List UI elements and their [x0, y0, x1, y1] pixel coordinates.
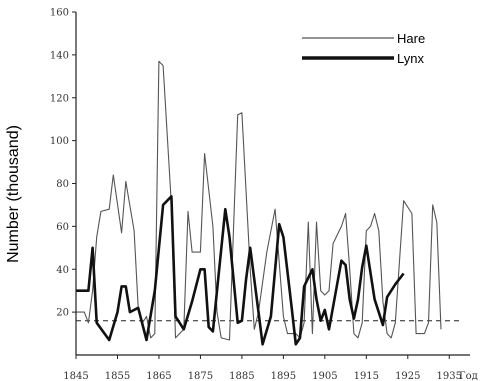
y-tick-label: 60: [56, 222, 69, 233]
plot-area: [76, 60, 462, 346]
legend-label-lynx: Lynx: [397, 51, 424, 66]
y-tick-label: 100: [50, 136, 69, 147]
legend-label-hare: Hare: [397, 31, 425, 46]
x-tick-label: 1935: [437, 371, 462, 381]
y-tick-label: 80: [56, 179, 69, 190]
x-tick-label: 1905: [312, 371, 337, 381]
y-axis-title: Number (thousand): [5, 125, 22, 263]
x-tick-label: 1855: [105, 371, 130, 381]
x-axis-ticks: 1845 1855 1865 1875 1885 1895 1905 1915 1925 1935: [63, 355, 462, 381]
y-tick-label: 20: [56, 308, 69, 319]
x-tick-label: 1895: [271, 371, 296, 381]
x-tick-label: 1925: [395, 371, 420, 381]
x-tick-label: 1915: [354, 371, 379, 381]
y-tick-label: 40: [56, 265, 69, 276]
x-tick-label: 1845: [63, 371, 88, 381]
legend: Hare Lynx: [302, 31, 425, 66]
y-tick-label: 160: [50, 8, 69, 19]
y-tick-label: 120: [50, 93, 69, 104]
y-tick-label: 140: [50, 50, 69, 61]
series-line-lynx: [76, 195, 405, 346]
x-tick-label: 1865: [146, 371, 171, 381]
x-tick-label: 1885: [229, 371, 254, 381]
y-axis-ticks: 20 40 60 80 100 120 140 160: [50, 8, 76, 319]
x-axis-unit-label: Год: [459, 371, 478, 381]
x-tick-label: 1875: [188, 371, 213, 381]
